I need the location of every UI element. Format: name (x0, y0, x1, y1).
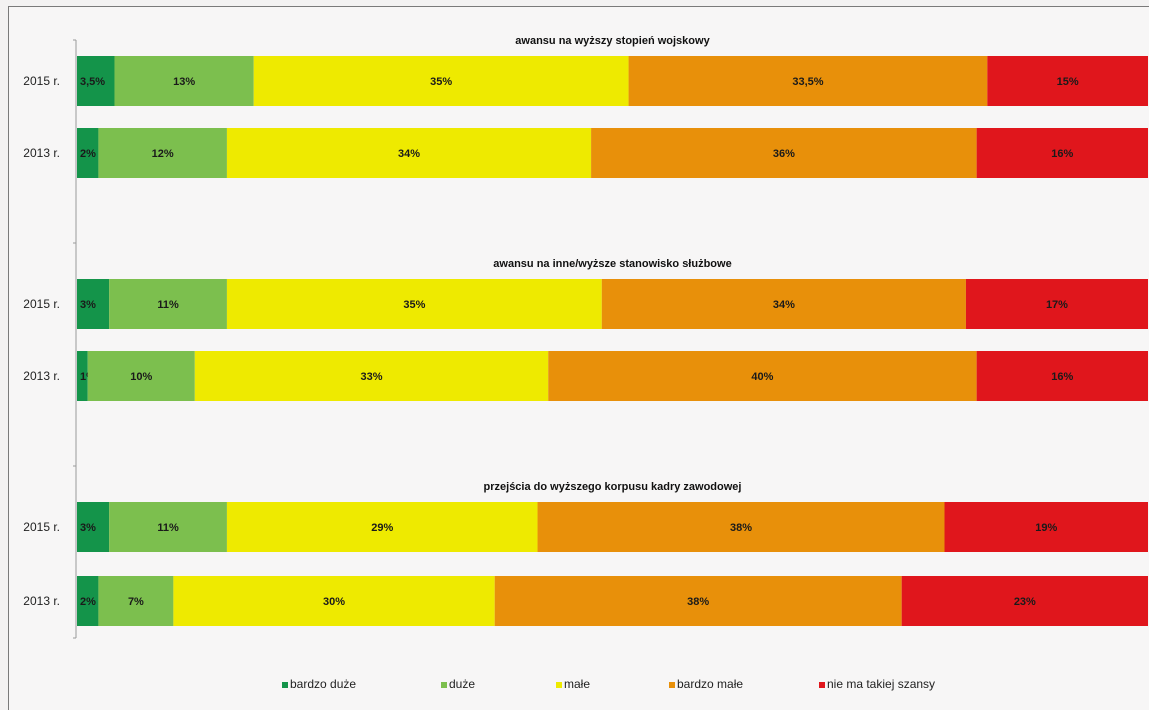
data-label: 34% (398, 148, 420, 160)
legend-label: duże (449, 677, 475, 691)
data-label: 3,5% (80, 76, 105, 88)
data-label: 17% (1046, 299, 1068, 311)
data-label: 33,5% (792, 76, 823, 88)
legend-label: bardzo duże (290, 677, 356, 691)
y-tick-label: 2015 r. (23, 297, 60, 311)
group-title: przejścia do wyższego korpusu kadry zawo… (484, 481, 742, 493)
data-label: 34% (773, 299, 795, 311)
y-tick-label: 2013 r. (23, 594, 60, 608)
group-title: awansu na wyższy stopień wojskowy (515, 35, 710, 47)
data-label: 2% (80, 148, 96, 160)
y-tick-label: 2013 r. (23, 146, 60, 160)
data-label: 7% (128, 596, 144, 608)
data-label: 10% (130, 371, 152, 383)
data-label: 35% (403, 299, 425, 311)
y-tick-label: 2013 r. (23, 369, 60, 383)
data-label: 30% (323, 596, 345, 608)
data-label: 19% (1035, 522, 1057, 534)
group-title: awansu na inne/wyższe stanowisko służbow… (493, 258, 731, 270)
data-label: 35% (430, 76, 452, 88)
legend-swatch (556, 682, 562, 688)
data-label: 3% (80, 299, 96, 311)
legend-label: bardzo małe (677, 677, 743, 691)
data-label: 40% (751, 371, 773, 383)
data-label: 12% (152, 148, 174, 160)
data-label: 15% (1057, 76, 1079, 88)
data-label: 23% (1014, 596, 1036, 608)
data-label: 3% (80, 522, 96, 534)
legend-label: nie ma takiej szansy (827, 677, 935, 691)
data-label: 2% (80, 596, 96, 608)
legend-swatch (282, 682, 288, 688)
data-label: 38% (687, 596, 709, 608)
data-label: 33% (361, 371, 383, 383)
data-label: 11% (157, 299, 179, 311)
data-label: 38% (730, 522, 752, 534)
legend-label: małe (564, 677, 590, 691)
data-label: 13% (173, 76, 195, 88)
data-label: 16% (1051, 371, 1073, 383)
data-label: 36% (773, 148, 795, 160)
data-label: 11% (157, 522, 179, 534)
legend-swatch (441, 682, 447, 688)
legend-swatch (819, 682, 825, 688)
y-tick-label: 2015 r. (23, 74, 60, 88)
y-tick-label: 2015 r. (23, 520, 60, 534)
data-label: 16% (1051, 148, 1073, 160)
data-label: 29% (371, 522, 393, 534)
legend-swatch (669, 682, 675, 688)
